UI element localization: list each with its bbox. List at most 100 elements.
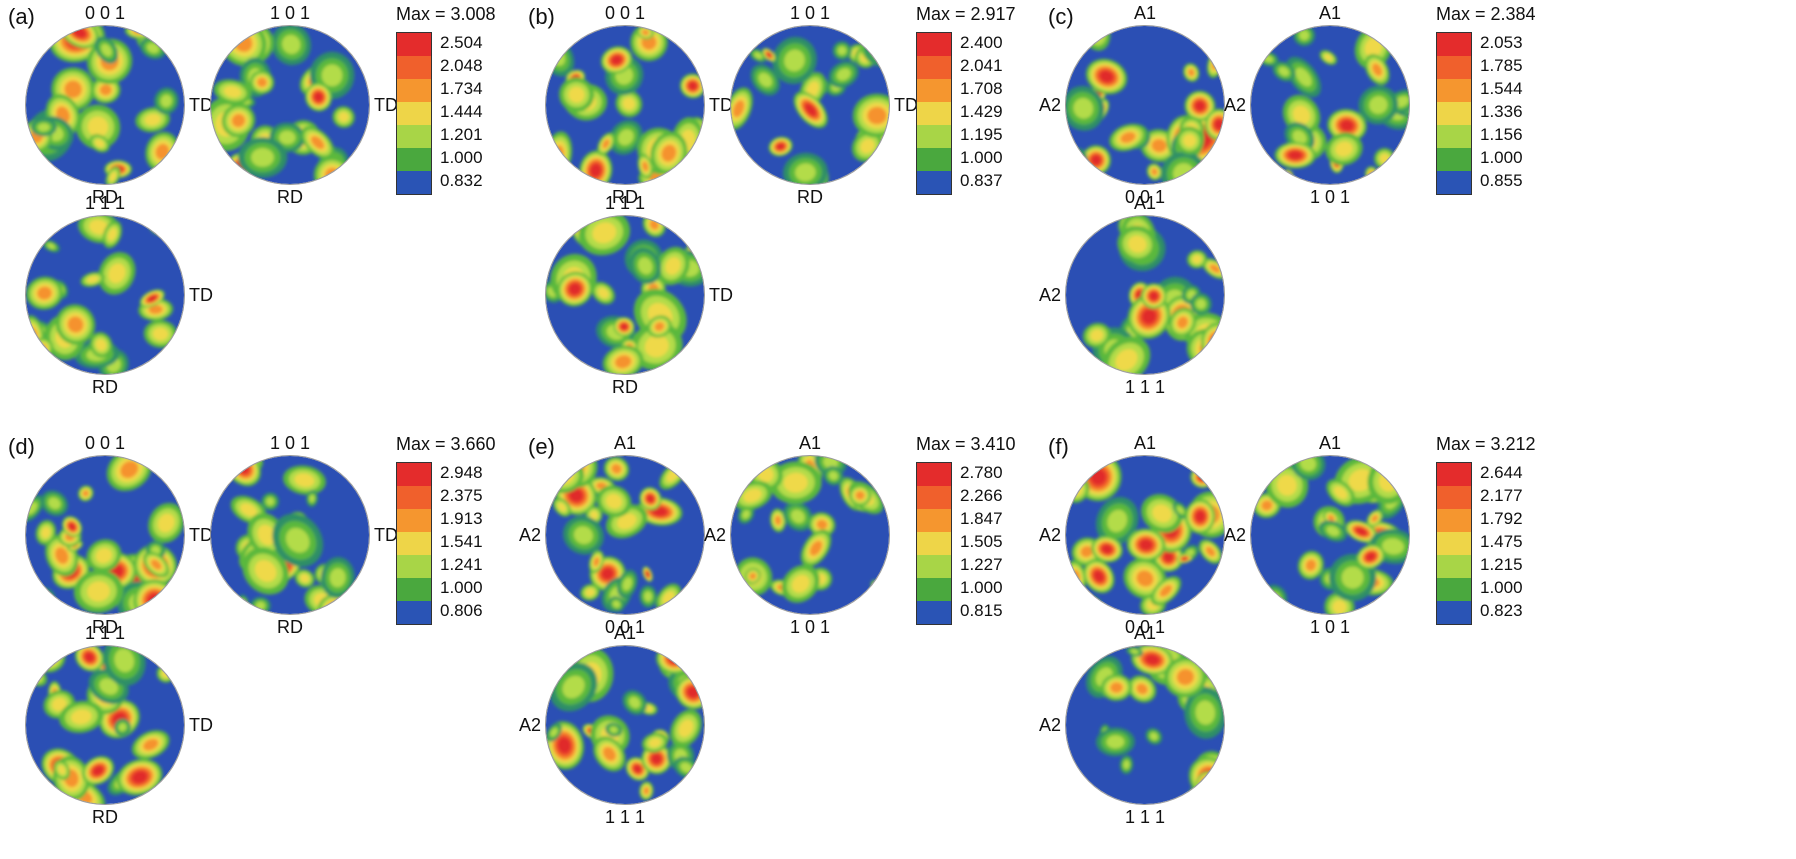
pole-figure-111 (545, 215, 705, 375)
density-contour (84, 652, 95, 662)
density-contour (1371, 514, 1379, 522)
pole-figure-rim (730, 25, 890, 185)
density-contour (118, 723, 127, 732)
density-contour (173, 220, 180, 227)
axis-label-top: 1 0 1 (789, 3, 831, 23)
density-contour (152, 216, 169, 231)
legend-value: 1.201 (440, 125, 483, 144)
axis-label-bottom: 0 0 1 (1124, 187, 1166, 207)
density-contour (648, 738, 662, 748)
density-contour (1089, 600, 1099, 611)
legend-value: 2.048 (440, 56, 483, 75)
density-contour (171, 218, 182, 229)
density-contour (1205, 648, 1223, 666)
density-contour (1123, 760, 1130, 770)
legend-swatch (397, 125, 431, 148)
axis-label-top: A1 (1133, 623, 1157, 643)
legend-value: 1.000 (440, 148, 483, 167)
axis-label-bottom: RD (92, 617, 118, 637)
axis-label-right: TD (189, 95, 213, 115)
density-contour (70, 709, 92, 725)
density-contour (157, 513, 175, 533)
pole-figure-001 (545, 455, 705, 615)
density-contour (618, 129, 634, 146)
density-contour (1110, 682, 1123, 693)
density-contour (874, 585, 881, 594)
axis-label-top: A1 (1133, 433, 1157, 453)
axis-label-bottom: 1 1 1 (1124, 807, 1166, 827)
legend-value: 1.475 (1480, 532, 1523, 551)
pole-figure-map (210, 25, 370, 185)
density-contour (148, 295, 157, 302)
legend-swatch (1437, 463, 1471, 486)
density-contour (41, 526, 51, 539)
legend-value: 0.815 (960, 601, 1003, 620)
density-contour (548, 159, 565, 175)
legend-value: 1.847 (960, 509, 1003, 528)
legend-swatch (397, 56, 431, 79)
pole-figure-111 (1065, 215, 1225, 375)
density-contour (1176, 668, 1194, 686)
density-contour (602, 746, 616, 761)
density-contour (654, 322, 665, 331)
density-contour (1261, 500, 1273, 511)
density-contour (254, 559, 277, 582)
legend-swatch (917, 578, 951, 601)
legend-swatch (1437, 33, 1471, 56)
color-legend: Max = 3.410 2.780 2.266 1.847 1.505 1.227 1.00… (916, 434, 1056, 634)
legend-swatch (397, 509, 431, 532)
legend-value: 1.000 (1480, 148, 1523, 167)
legend-value: 1.215 (1480, 555, 1523, 574)
legend-value: 0.832 (440, 171, 483, 190)
legend-swatch (917, 33, 951, 56)
density-contour (92, 765, 104, 776)
density-contour (806, 81, 820, 98)
legend-value: 2.266 (960, 486, 1003, 505)
legend-value: 2.644 (1480, 463, 1523, 482)
density-contour (1201, 646, 1224, 670)
density-contour (107, 227, 117, 241)
axis-label-left: A2 (703, 525, 726, 545)
density-contour (551, 161, 562, 172)
pole-figure-101 (1250, 455, 1410, 615)
density-contour (557, 737, 571, 754)
density-contour (1099, 70, 1114, 83)
legend-swatch (397, 601, 431, 624)
axis-label-left: A2 (1223, 525, 1246, 545)
axis-label-bottom: 1 0 1 (1309, 617, 1351, 637)
density-contour (592, 222, 617, 244)
legend-swatch (917, 102, 951, 125)
legend-value: 1.792 (1480, 509, 1523, 528)
density-contour (622, 577, 633, 591)
legend-swatch (917, 486, 951, 509)
legend-swatch (1437, 102, 1471, 125)
density-contour (82, 490, 89, 497)
density-contour (860, 138, 875, 154)
density-contour (809, 540, 823, 556)
density-contour (565, 217, 578, 229)
density-contour (278, 130, 296, 145)
density-contour (855, 491, 865, 500)
pole-figure-111 (25, 645, 185, 805)
density-contour (668, 653, 682, 664)
density-contour (1205, 546, 1216, 557)
density-contour (94, 139, 105, 148)
density-contour (64, 80, 82, 98)
density-contour (1149, 732, 1158, 741)
pole-figure-map (730, 25, 890, 185)
density-contour (1305, 559, 1317, 571)
density-contour (37, 286, 52, 300)
density-contour (349, 456, 357, 467)
density-contour (758, 72, 773, 87)
density-contour (1066, 161, 1083, 182)
legend-value: 2.177 (1480, 486, 1523, 505)
axis-label-top: 0 0 1 (604, 3, 646, 23)
legend-swatch (1437, 171, 1471, 194)
legend-value: 1.913 (440, 509, 483, 528)
density-contour (1136, 683, 1148, 695)
density-contour (1332, 600, 1347, 614)
density-contour (1152, 504, 1172, 523)
legend-swatch (1437, 578, 1471, 601)
density-contour (633, 764, 642, 773)
density-contour (58, 765, 66, 775)
